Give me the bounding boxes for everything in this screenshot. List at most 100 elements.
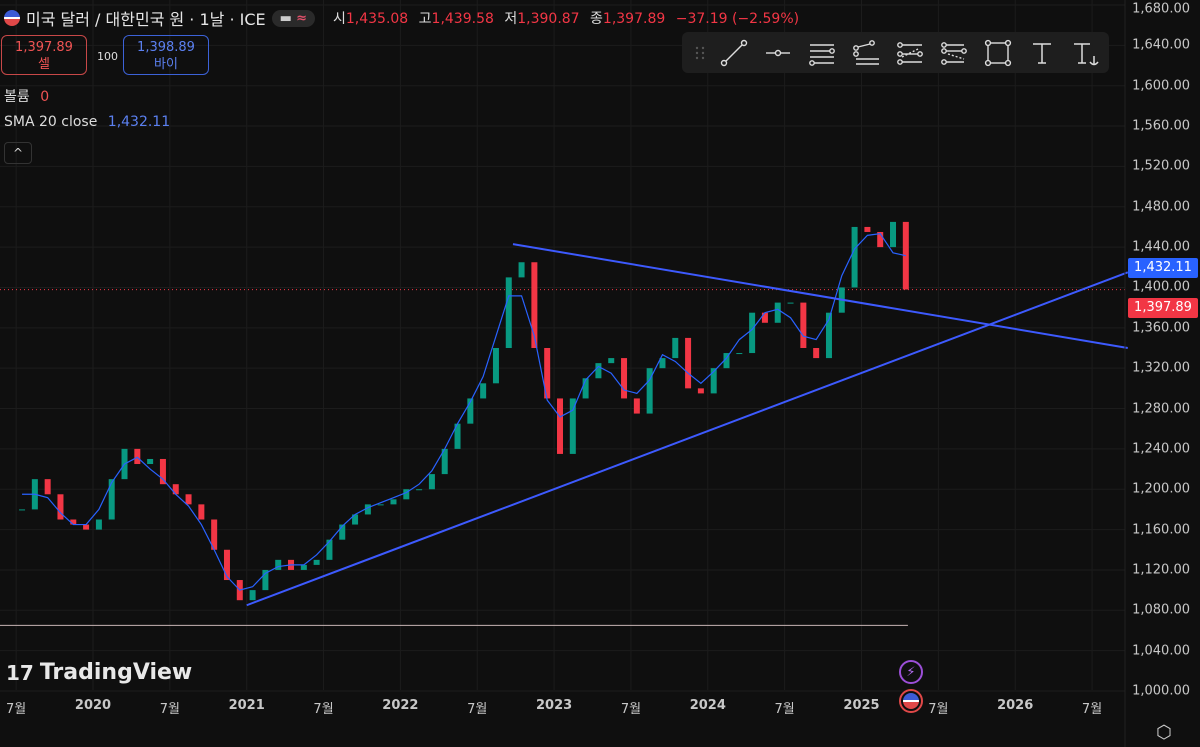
candle — [672, 337, 679, 359]
candle — [800, 302, 807, 348]
candle — [877, 231, 884, 248]
parallel-channel-icon[interactable] — [800, 35, 844, 71]
candle — [492, 348, 499, 384]
candle — [262, 569, 269, 591]
candle — [313, 559, 320, 565]
close-label: 종 — [590, 11, 603, 27]
candle — [697, 388, 704, 394]
x-tick-label: 2022 — [382, 698, 419, 713]
x-tick-label: 7월 — [620, 702, 642, 717]
y-tick-label: 1,280.00 — [1132, 401, 1190, 417]
rectangle-icon[interactable] — [976, 35, 1020, 71]
x-tick-label: 2025 — [843, 698, 880, 713]
us-flag-icon — [4, 10, 20, 26]
sma-legend[interactable]: SMA 20 close 1,432.11 — [4, 114, 170, 130]
symbol-title[interactable]: 미국 달러 / 대한민국 원 · 1날 · ICE — [26, 10, 266, 29]
y-tick-label: 1,440.00 — [1132, 239, 1190, 255]
settings-icon[interactable]: ⬡ — [1156, 722, 1172, 743]
display-toggle[interactable]: ▬ ≈ — [271, 9, 315, 27]
candle — [749, 312, 756, 354]
x-tick-label: 2026 — [997, 698, 1034, 713]
candle — [787, 302, 794, 304]
candle — [582, 378, 589, 399]
candle — [608, 358, 615, 364]
y-tick-label: 1,240.00 — [1132, 441, 1190, 457]
collapse-legend-button[interactable]: ^ — [4, 142, 32, 164]
y-tick-label: 1,640.00 — [1132, 37, 1190, 53]
x-tick-label: 7월 — [313, 702, 334, 717]
candle — [249, 590, 256, 601]
buy-price: 1,398.89 — [137, 40, 195, 55]
volume-legend[interactable]: 볼륨 0 — [4, 86, 49, 106]
x-tick-label: 2023 — [536, 698, 573, 713]
sma-price-label: 1,432.11 — [1128, 258, 1198, 278]
us-economic-event-icon[interactable] — [899, 689, 923, 713]
y-tick-label: 1,040.00 — [1132, 643, 1190, 659]
trend-line-icon[interactable] — [712, 35, 756, 71]
candle — [147, 458, 154, 465]
x-tick-label: 2024 — [689, 698, 726, 713]
candle — [403, 489, 410, 500]
candle — [813, 348, 820, 359]
x-tick-label: 7월 — [467, 702, 488, 717]
close-value: 1,397.89 — [602, 11, 666, 27]
candle — [95, 519, 102, 530]
sma-value: 1,432.11 — [107, 114, 171, 130]
sell-button[interactable]: 1,397.89 셀 — [1, 35, 87, 75]
text-icon[interactable] — [1020, 35, 1064, 71]
candle — [416, 489, 423, 491]
trend-line — [246, 271, 1129, 607]
candle — [19, 509, 26, 511]
anchored-text-icon[interactable] — [1064, 35, 1108, 71]
candle — [518, 262, 525, 278]
fib-extension-icon[interactable] — [932, 35, 976, 71]
candle — [198, 504, 205, 520]
y-tick-label: 1,000.00 — [1132, 683, 1190, 699]
horizontal-ray-icon[interactable] — [756, 35, 800, 71]
candle — [134, 448, 141, 465]
candle — [70, 519, 77, 525]
candle — [454, 423, 461, 449]
fib-retracement-icon[interactable] — [888, 35, 932, 71]
high-label: 고 — [418, 11, 432, 27]
candle — [57, 494, 64, 520]
candle — [774, 302, 781, 323]
sma-label: SMA 20 close — [4, 114, 98, 130]
y-tick-label: 1,360.00 — [1132, 320, 1190, 336]
drag-handle-icon[interactable] — [688, 35, 712, 71]
candle — [659, 358, 666, 369]
y-tick-label: 1,560.00 — [1132, 118, 1190, 134]
candle — [83, 524, 90, 530]
candle — [569, 398, 576, 454]
drawing-toolbar — [682, 32, 1109, 73]
tv-logo-icon: 𝟭𝟳 — [6, 661, 34, 685]
candle — [710, 368, 717, 394]
symbol-header: 미국 달러 / 대한민국 원 · 1날 · ICE ▬ ≈ 시1,435.08 … — [4, 6, 805, 30]
candle — [480, 383, 487, 399]
candle — [761, 312, 768, 323]
x-tick-label: 2020 — [74, 698, 112, 713]
x-tick-label: 7월 — [1081, 702, 1103, 717]
lightning-event-icon[interactable]: ⚡ — [899, 660, 923, 684]
candle — [685, 337, 692, 389]
volume-value: 0 — [40, 89, 50, 105]
change-value: −37.19 (−2.59%) — [675, 11, 800, 27]
candle — [467, 398, 474, 424]
y-tick-label: 1,200.00 — [1132, 481, 1190, 497]
candle — [390, 499, 397, 505]
x-tick-label: 7월 — [774, 702, 795, 717]
quantity[interactable]: 100 — [97, 50, 118, 63]
candle — [531, 262, 538, 348]
candle — [339, 524, 346, 540]
buy-button[interactable]: 1,398.89 바이 — [123, 35, 209, 75]
x-tick-label: 7월 — [159, 702, 180, 717]
high-value: 1,439.58 — [431, 11, 494, 27]
tradingview-logo[interactable]: 𝟭𝟳 TradingView — [6, 660, 192, 686]
x-tick-label: 2021 — [228, 698, 265, 713]
candle — [159, 458, 166, 485]
candle — [185, 494, 192, 505]
candle — [352, 514, 359, 525]
candle — [902, 221, 909, 290]
pitchfork-icon[interactable] — [844, 35, 888, 71]
